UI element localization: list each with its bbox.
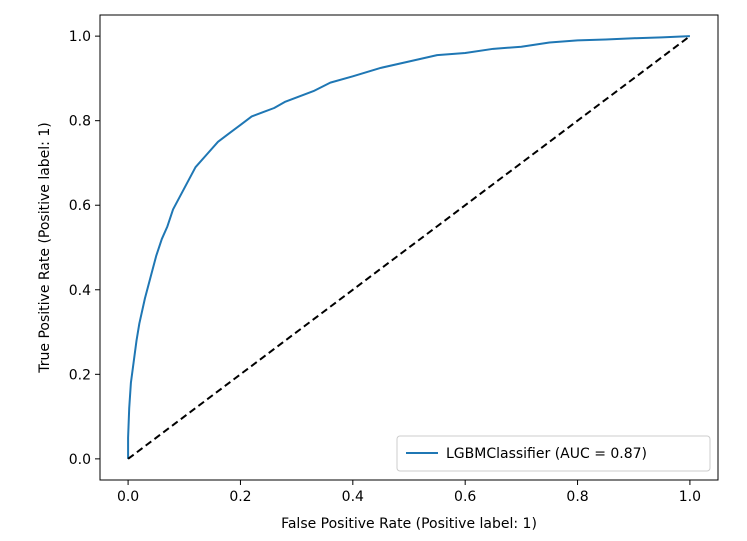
chance-line — [127, 35, 691, 460]
y-axis-ticks: 0.0 0.2 0.4 0.6 0.8 1.0 — [69, 29, 100, 468]
y-tick-label: 0.8 — [69, 114, 91, 130]
x-tick-label: 0.0 — [117, 489, 139, 505]
x-tick-label: 0.6 — [454, 489, 476, 505]
plot-curves — [127, 35, 691, 460]
y-tick-label: 0.6 — [69, 198, 91, 214]
legend: LGBMClassifier (AUC = 0.87) — [396, 435, 711, 472]
y-tick-label: 0.2 — [69, 367, 91, 383]
roc-curve-line — [127, 35, 690, 459]
legend-label: LGBMClassifier (AUC = 0.87) — [446, 446, 647, 462]
y-tick-label: 0.0 — [69, 452, 91, 468]
x-tick-label: 0.4 — [342, 489, 364, 505]
x-tick-label: 0.2 — [229, 489, 251, 505]
x-axis-ticks: 0.0 0.2 0.4 0.6 0.8 1.0 — [117, 480, 701, 505]
legend-box — [396, 435, 711, 472]
x-tick-label: 0.8 — [566, 489, 588, 505]
y-axis-label: True Positive Rate (Positive label: 1) — [37, 122, 53, 373]
x-axis-label: False Positive Rate (Positive label: 1) — [281, 516, 537, 532]
y-tick-label: 0.4 — [69, 283, 91, 299]
x-tick-label: 1.0 — [679, 489, 701, 505]
y-tick-label: 1.0 — [69, 29, 91, 45]
plot-frame — [99, 14, 719, 481]
